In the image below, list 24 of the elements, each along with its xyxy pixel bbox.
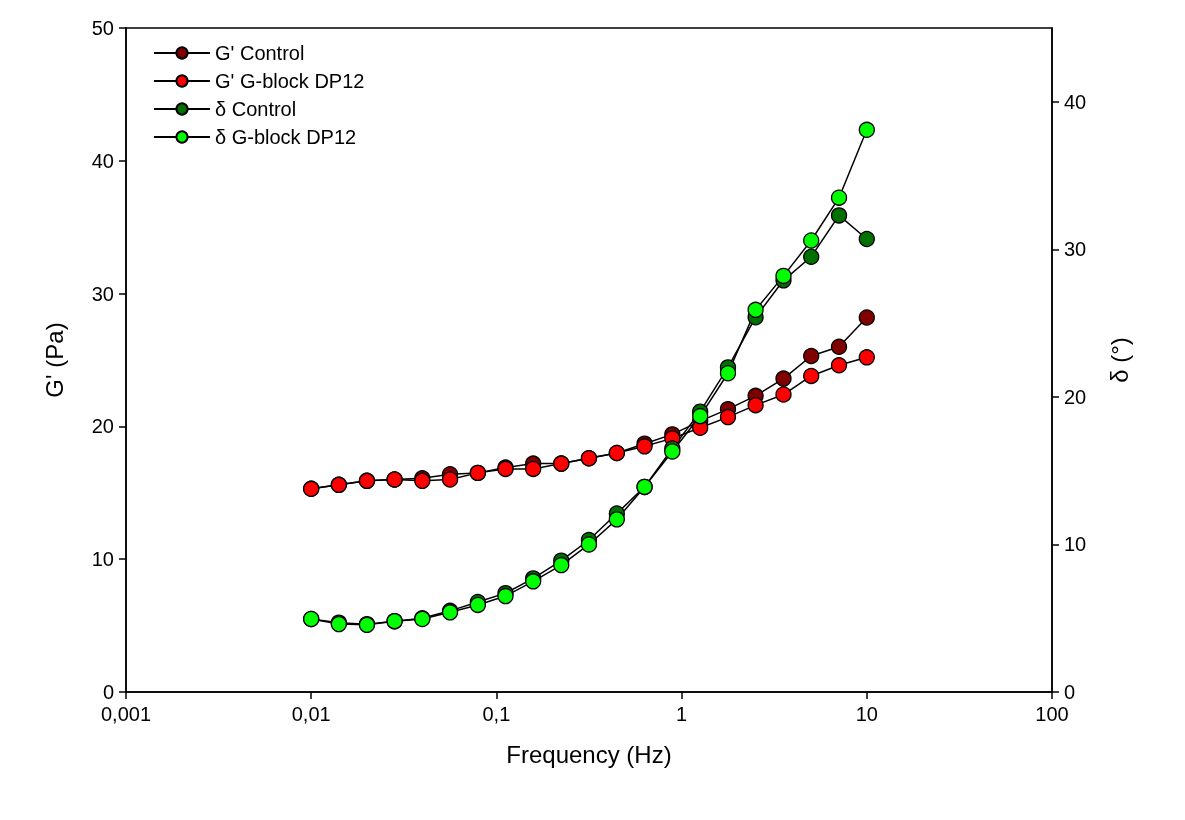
y-tick-label: 10	[91, 548, 114, 571]
y-tick-label: 30	[91, 282, 114, 305]
y-tick-label: 50	[91, 17, 114, 39]
y2-tick-label: 30	[1064, 238, 1087, 261]
y2-tick-label: 10	[1064, 533, 1087, 556]
y-axis-title: G' (Pa)	[40, 322, 68, 398]
x-tick-label: 0,001	[100, 703, 152, 725]
y-tick-label: 40	[91, 149, 114, 172]
y-tick-label: 20	[91, 415, 114, 438]
y-tick-label: 0	[102, 681, 114, 703]
legend-label: G' G-block DP12	[215, 70, 365, 92]
x-tick-label: 10	[855, 703, 878, 725]
legend-label: δ Control	[215, 98, 297, 120]
y2-axis-title: δ (°)	[1105, 337, 1133, 383]
legend-label: δ G-block DP12	[215, 126, 357, 148]
x-tick-label: 1	[676, 703, 688, 725]
y2-tick-label: 0	[1064, 681, 1076, 703]
y2-tick-label: 40	[1064, 90, 1087, 113]
y2-tick-label: 20	[1064, 385, 1087, 408]
x-tick-label: 0,1	[482, 703, 511, 725]
x-axis-title: Frequency (Hz)	[506, 740, 672, 768]
legend-label: G' Control	[215, 42, 305, 64]
x-tick-label: 0,01	[291, 703, 331, 725]
x-tick-label: 100	[1035, 703, 1069, 725]
